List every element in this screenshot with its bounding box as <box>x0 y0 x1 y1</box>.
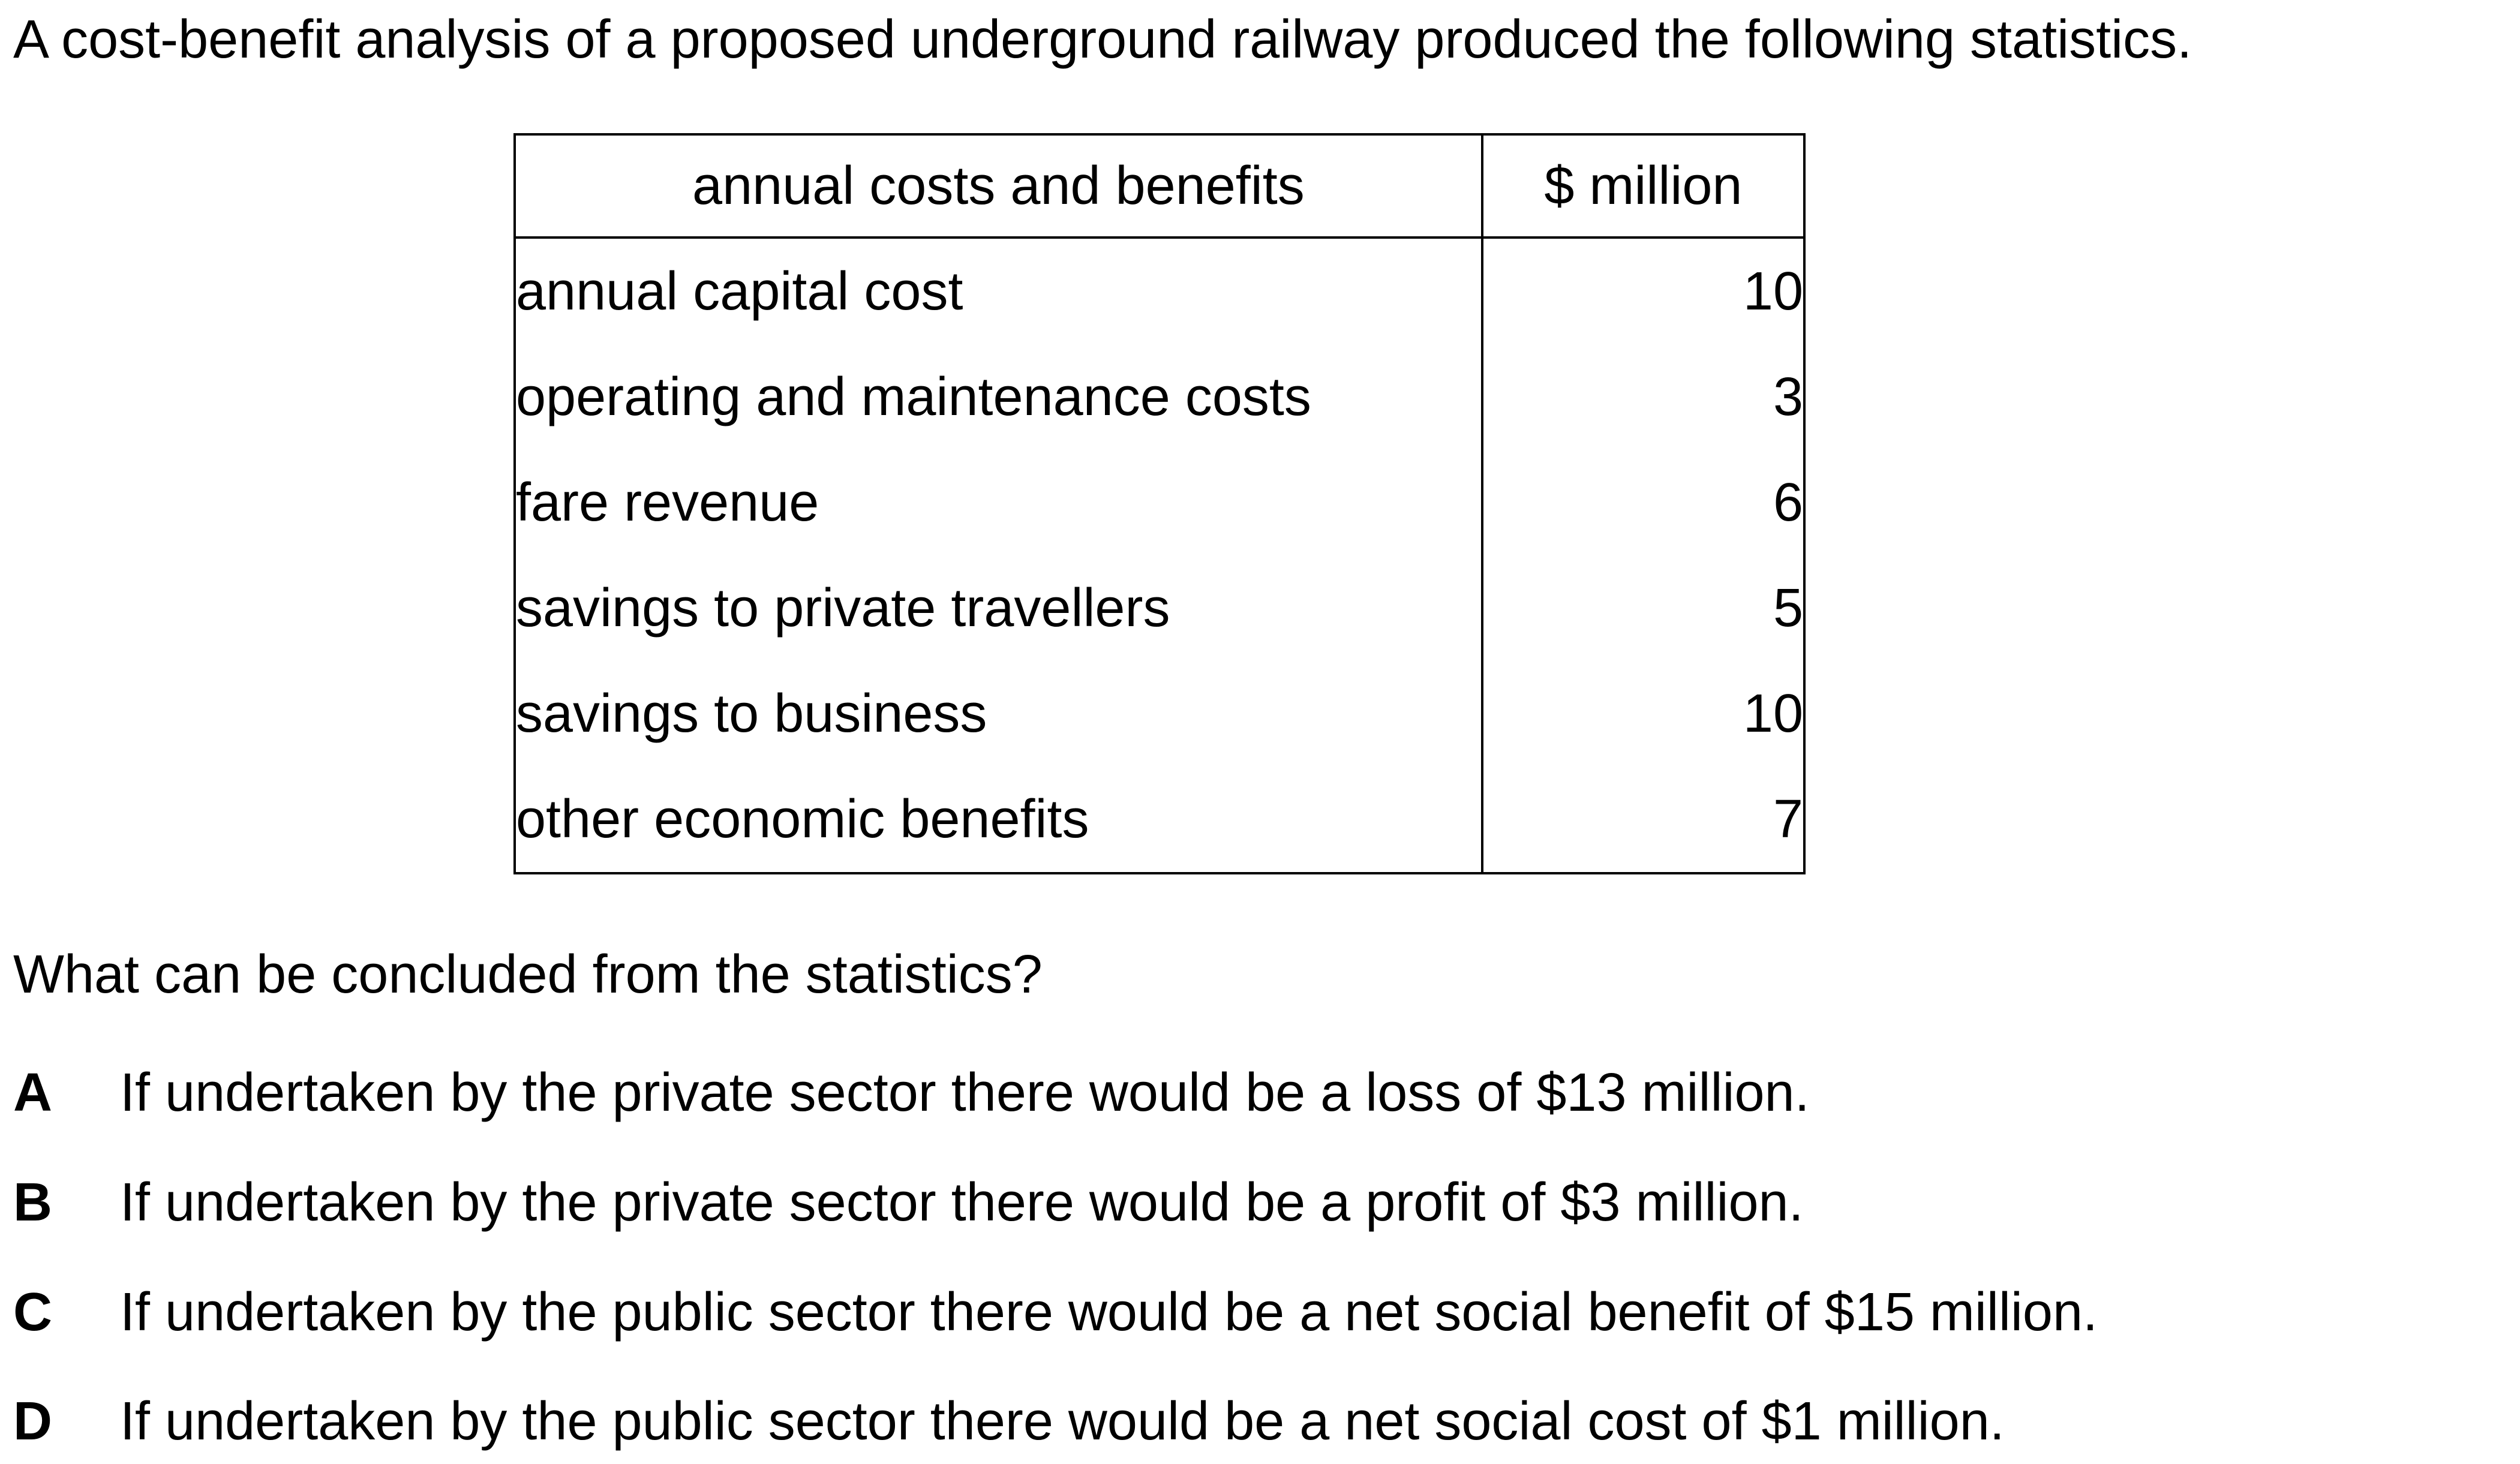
option-letter: B <box>13 1173 52 1232</box>
row-value: 6 <box>1480 450 1806 555</box>
row-item: other economic benefits <box>513 766 1483 874</box>
row-value: 10 <box>1480 238 1806 344</box>
header-costs-benefits: annual costs and benefits <box>513 133 1483 239</box>
row-item: annual capital cost <box>513 238 1483 344</box>
table-row: savings to private travellers 5 <box>513 555 1806 661</box>
question-text: What can be concluded from the statistic… <box>13 945 1043 1005</box>
row-value: 3 <box>1480 344 1806 450</box>
option-text: If undertaken by the public sector there… <box>120 1391 2005 1451</box>
table-row: fare revenue 6 <box>513 450 1806 555</box>
option-letter: C <box>13 1282 52 1342</box>
intro-text: A cost-benefit analysis of a proposed un… <box>13 10 2192 70</box>
row-item: fare revenue <box>513 450 1483 555</box>
table-row: other economic benefits 7 <box>513 766 1806 874</box>
row-value: 5 <box>1480 555 1806 661</box>
row-value: 10 <box>1480 661 1806 766</box>
option-letter: A <box>13 1063 52 1123</box>
option-letter: D <box>13 1391 52 1451</box>
row-value: 7 <box>1480 766 1806 874</box>
table-row: operating and maintenance costs 3 <box>513 344 1806 450</box>
table-row: savings to business 10 <box>513 661 1806 766</box>
cost-benefit-table: annual costs and benefits $ million annu… <box>513 133 1806 874</box>
row-item: savings to private travellers <box>513 555 1483 661</box>
header-million: $ million <box>1480 133 1806 239</box>
row-item: savings to business <box>513 661 1483 766</box>
row-item: operating and maintenance costs <box>513 344 1483 450</box>
table-row: annual capital cost 10 <box>513 238 1806 344</box>
option-text: If undertaken by the private sector ther… <box>120 1063 1810 1123</box>
option-text: If undertaken by the private sector ther… <box>120 1173 1804 1232</box>
option-text: If undertaken by the public sector there… <box>120 1282 2098 1342</box>
table-header-row: annual costs and benefits $ million <box>513 133 1806 239</box>
